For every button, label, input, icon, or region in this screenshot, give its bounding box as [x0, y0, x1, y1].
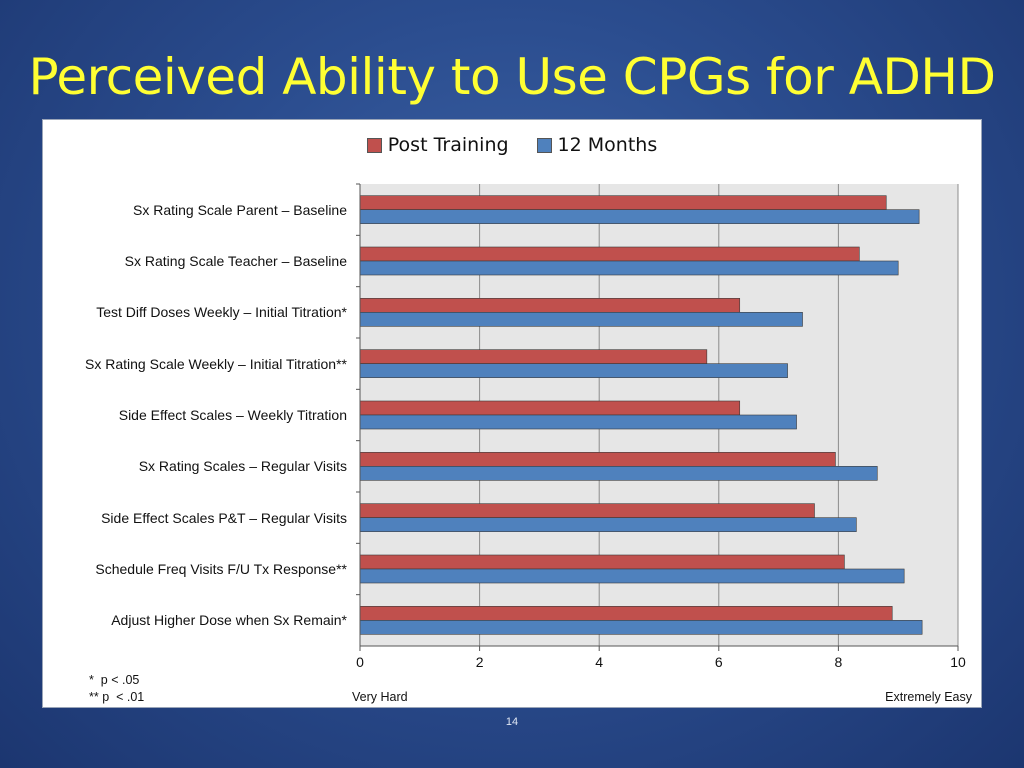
x-tick-label: 0 — [356, 654, 364, 670]
bar-post-training — [359, 503, 815, 518]
legend: Post Training 12 Months — [43, 134, 981, 156]
x-tick-label: 8 — [834, 654, 843, 670]
legend-swatch-post-training — [366, 137, 382, 153]
bar-12-months — [359, 568, 905, 584]
category-label: Sx Rating Scale Weekly – Initial Titrati… — [85, 355, 347, 372]
category-label: Sx Rating Scales – Regular Visits — [138, 458, 347, 475]
bar-chart — [356, 183, 959, 651]
bar-12-months — [359, 363, 788, 378]
category-label: Side Effect Scales – Weekly Titration — [118, 407, 347, 423]
category-label: Adjust Higher Dose when Sx Remain* — [111, 612, 347, 629]
footnote-p01: ** p < .01 — [89, 690, 145, 704]
category-label: Sx Rating Scale Teacher – Baseline — [124, 253, 347, 269]
x-tick-label: 6 — [714, 654, 723, 670]
bar-post-training — [359, 452, 836, 467]
bar-post-training — [359, 349, 708, 364]
page-number: 14 — [505, 716, 519, 728]
bar-post-training — [359, 195, 887, 210]
category-label: Test Diff Doses Weekly – Initial Titrati… — [96, 304, 347, 321]
legend-item-12-months: 12 Months — [536, 134, 658, 156]
bar-post-training — [359, 606, 893, 621]
bar-post-training — [359, 298, 741, 313]
bar-post-training — [359, 400, 741, 416]
category-label: Schedule Freq Visits F/U Tx Response** — [95, 561, 347, 577]
bar-12-months — [359, 517, 857, 532]
bar-12-months — [359, 260, 899, 276]
bar-12-months — [359, 466, 878, 481]
bar-12-months — [359, 414, 797, 430]
legend-swatch-12-months — [536, 137, 552, 153]
bar-12-months — [359, 312, 803, 327]
category-label: Side Effect Scales P&T – Regular Visits — [101, 509, 347, 526]
x-tick-label: 4 — [595, 654, 604, 670]
bar-12-months — [359, 209, 920, 224]
bar-post-training — [359, 554, 845, 570]
x-tick-label: 10 — [950, 654, 966, 670]
bar-12-months — [359, 620, 923, 635]
footnote-p05: * p < .05 — [89, 673, 140, 687]
legend-label-12-months: 12 Months — [557, 134, 658, 156]
bar-post-training — [359, 246, 860, 262]
legend-label-post-training: Post Training — [387, 134, 509, 156]
category-label: Sx Rating Scale Parent – Baseline — [132, 201, 347, 218]
x-max-label: Extremely Easy — [885, 690, 972, 704]
chart-panel: Post Training 12 Months Sx Rating Scale … — [42, 119, 982, 708]
legend-item-post-training: Post Training — [366, 134, 509, 156]
slide-title: Perceived Ability to Use CPGs for ADHD — [28, 48, 996, 106]
x-tick-label: 2 — [475, 654, 484, 670]
x-min-label: Very Hard — [352, 690, 408, 704]
